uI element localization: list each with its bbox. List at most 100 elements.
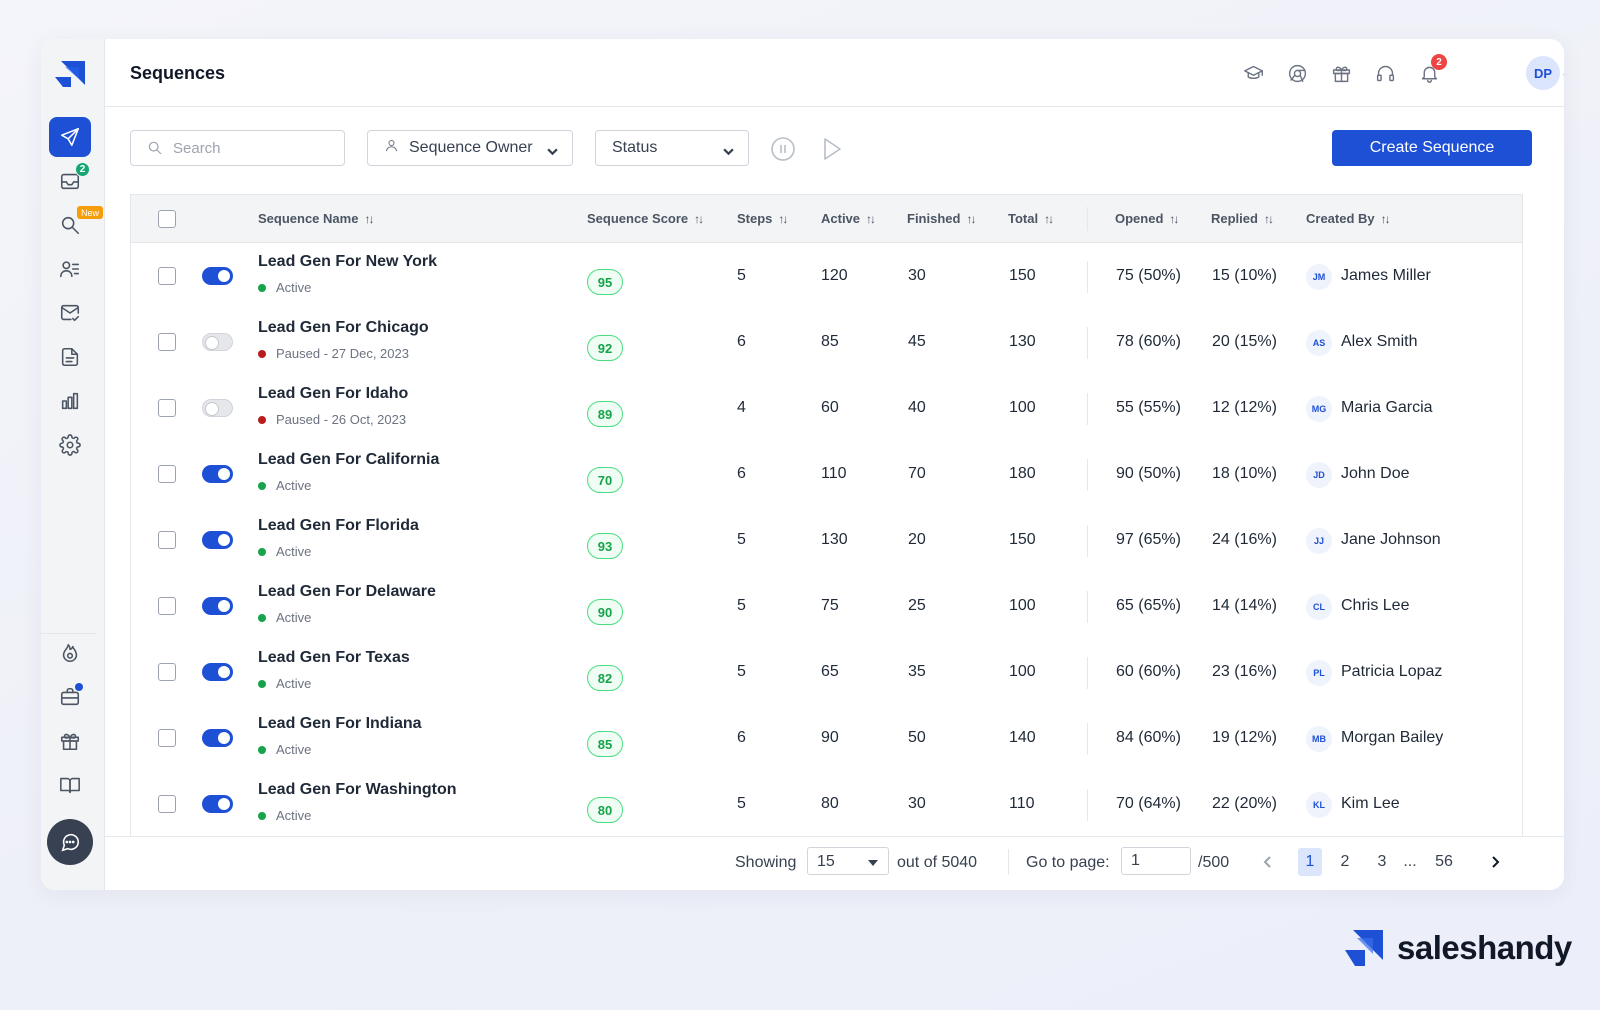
next-page-button[interactable] xyxy=(1483,848,1507,876)
sidebar-item-email-accounts[interactable] xyxy=(49,293,91,333)
resume-button[interactable] xyxy=(818,136,844,162)
sequence-status: Active xyxy=(258,610,311,625)
row-checkbox[interactable] xyxy=(158,729,176,747)
table-row[interactable]: Lead Gen For Washington Active 80 5 80 30 110 7… xyxy=(131,771,1522,838)
status-dropdown[interactable]: Status xyxy=(595,130,749,166)
sequence-name[interactable]: Lead Gen For Idaho xyxy=(258,385,409,402)
row-checkbox[interactable] xyxy=(158,465,176,483)
column-finished[interactable]: Finished ↑↓ xyxy=(907,211,976,226)
sidebar-item-warmup[interactable] xyxy=(49,633,91,673)
previous-page-button[interactable] xyxy=(1256,848,1280,876)
sequence-name[interactable]: Lead Gen For Delaware xyxy=(258,583,436,600)
notification-count-badge: 2 xyxy=(1431,54,1447,70)
rows-per-page-select[interactable]: 15 xyxy=(807,847,889,875)
search-input[interactable] xyxy=(173,139,333,157)
cell-total: 100 xyxy=(1009,399,1036,416)
select-all-checkbox[interactable] xyxy=(158,210,176,228)
column-created-by[interactable]: Created By ↑↓ xyxy=(1306,211,1391,226)
sidebar-item-templates[interactable] xyxy=(49,337,91,377)
column-steps[interactable]: Steps ↑↓ xyxy=(737,211,788,226)
table-row[interactable]: Lead Gen For Indiana Active 85 6 90 50 140 84 (… xyxy=(131,705,1522,772)
sequence-name[interactable]: Lead Gen For Washington xyxy=(258,781,457,798)
row-checkbox[interactable] xyxy=(158,795,176,813)
briefcase-icon xyxy=(60,687,80,706)
creator-name: Chris Lee xyxy=(1341,597,1410,614)
sequence-toggle[interactable] xyxy=(202,795,233,813)
table-row[interactable]: Lead Gen For Idaho Paused - 26 Oct, 2023 8… xyxy=(131,375,1522,442)
sidebar-item-analytics[interactable] xyxy=(49,381,91,421)
sequence-name[interactable]: Lead Gen For California xyxy=(258,451,440,468)
row-checkbox[interactable] xyxy=(158,531,176,549)
sort-icon: ↑↓ xyxy=(1044,211,1054,226)
sequence-owner-dropdown[interactable]: Sequence Owner xyxy=(367,130,573,166)
saleshandy-logo-icon[interactable] xyxy=(53,57,87,91)
app-window: 2 New xyxy=(41,39,1564,890)
sequence-toggle[interactable] xyxy=(202,729,233,747)
table-row[interactable]: Lead Gen For Florida Active 93 5 130 20 150 97 … xyxy=(131,507,1522,574)
sequence-toggle[interactable] xyxy=(202,531,233,549)
table-row[interactable]: Lead Gen For Texas Active 82 5 65 35 100 60 (60… xyxy=(131,639,1522,706)
sequence-toggle[interactable] xyxy=(202,267,233,285)
row-checkbox[interactable] xyxy=(158,267,176,285)
sidebar-item-referral[interactable] xyxy=(49,721,91,761)
row-checkbox[interactable] xyxy=(158,399,176,417)
sidebar: 2 New xyxy=(41,39,105,890)
table-row[interactable]: Lead Gen For California Active 70 6 110 70 180… xyxy=(131,441,1522,508)
sidebar-item-sequences[interactable] xyxy=(49,117,91,157)
chrome-extension-button[interactable] xyxy=(1285,61,1309,85)
column-divider xyxy=(1087,591,1088,623)
cell-replied: 18 (10%) xyxy=(1212,465,1277,482)
sidebar-item-inbox[interactable]: 2 xyxy=(49,161,91,201)
gift-button[interactable] xyxy=(1329,61,1353,85)
notifications-button[interactable]: 2 xyxy=(1417,54,1447,85)
sequence-name[interactable]: Lead Gen For Florida xyxy=(258,517,419,534)
chevron-down-icon[interactable] xyxy=(1563,68,1564,78)
go-to-page-input[interactable] xyxy=(1121,847,1191,875)
brand-name: saleshandy xyxy=(1397,929,1572,966)
page-3-button[interactable]: 3 xyxy=(1377,853,1387,870)
academy-button[interactable] xyxy=(1241,61,1265,85)
column-sequence-score[interactable]: Sequence Score ↑↓ xyxy=(587,211,704,226)
row-checkbox[interactable] xyxy=(158,333,176,351)
column-sequence-name[interactable]: Sequence Name ↑↓ xyxy=(258,211,374,226)
search-field[interactable] xyxy=(130,130,345,166)
sidebar-item-settings[interactable] xyxy=(49,425,91,465)
row-checkbox[interactable] xyxy=(158,663,176,681)
column-total[interactable]: Total ↑↓ xyxy=(1008,211,1054,226)
user-avatar[interactable]: DP xyxy=(1526,56,1560,90)
table-row[interactable]: Lead Gen For Chicago Paused - 27 Dec, 202… xyxy=(131,309,1522,376)
sequence-score-badge: 80 xyxy=(587,797,623,823)
sequence-name[interactable]: Lead Gen For Texas xyxy=(258,649,410,666)
status-label: Status xyxy=(612,139,658,156)
column-replied[interactable]: Replied ↑↓ xyxy=(1211,211,1274,226)
cell-opened: 70 (64%) xyxy=(1116,795,1181,812)
cell-replied: 23 (16%) xyxy=(1212,663,1277,680)
column-opened[interactable]: Opened ↑↓ xyxy=(1115,211,1179,226)
page-1-button[interactable]: 1 xyxy=(1298,848,1322,876)
sequence-name[interactable]: Lead Gen For Chicago xyxy=(258,319,429,336)
sidebar-item-prospects[interactable] xyxy=(49,249,91,289)
flame-icon xyxy=(62,643,78,663)
sequence-toggle[interactable] xyxy=(202,399,233,417)
page-56-button[interactable]: 56 xyxy=(1435,853,1453,870)
sequence-name[interactable]: Lead Gen For New York xyxy=(258,253,438,270)
table-row[interactable]: Lead Gen For Delaware Active 90 5 75 25 100 65 … xyxy=(131,573,1522,640)
sequence-toggle[interactable] xyxy=(202,333,233,351)
sidebar-item-agency[interactable] xyxy=(49,677,91,717)
sidebar-item-lead-finder[interactable]: New xyxy=(49,205,103,245)
sequence-toggle[interactable] xyxy=(202,465,233,483)
column-active[interactable]: Active ↑↓ xyxy=(821,211,876,226)
chevron-left-icon xyxy=(1263,856,1271,868)
table-row[interactable]: Lead Gen For New York Active 95 5 120 30 150 75… xyxy=(131,243,1522,310)
page-2-button[interactable]: 2 xyxy=(1340,853,1350,870)
sidebar-item-help-center[interactable] xyxy=(49,765,91,805)
sequence-toggle[interactable] xyxy=(202,663,233,681)
sequence-name[interactable]: Lead Gen For Indiana xyxy=(258,715,422,732)
row-checkbox[interactable] xyxy=(158,597,176,615)
sequence-toggle[interactable] xyxy=(202,597,233,615)
creator-name: John Doe xyxy=(1341,465,1410,482)
support-button[interactable] xyxy=(1373,61,1397,85)
chat-support-button[interactable] xyxy=(47,819,93,865)
pause-button[interactable] xyxy=(770,136,796,162)
create-sequence-button[interactable]: Create Sequence xyxy=(1332,130,1532,166)
